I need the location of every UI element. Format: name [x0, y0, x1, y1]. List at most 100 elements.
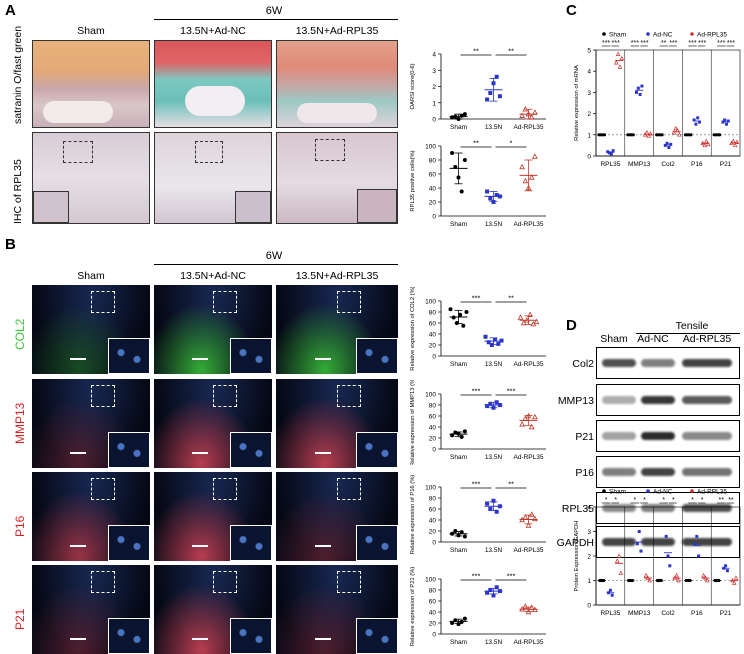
data-point — [642, 132, 648, 137]
data-point — [619, 55, 625, 61]
data-point — [525, 522, 532, 528]
y-tick-label: 20 — [429, 436, 437, 443]
panel-a-6w-label: 6W — [265, 5, 283, 17]
data-point — [494, 509, 499, 514]
data-point — [608, 151, 611, 155]
blot-label: P21 — [575, 431, 594, 443]
data-point — [462, 534, 467, 539]
y-axis-label: Relative expression of P16 (%) — [410, 475, 416, 555]
data-point — [671, 130, 677, 135]
data-point — [456, 431, 461, 436]
blot-band — [602, 432, 636, 440]
blot-band — [641, 432, 675, 440]
y-axis-label: OARSI score(0-6) — [410, 63, 416, 109]
y-tick-label: 0 — [432, 447, 436, 454]
fluorescence-tile — [154, 379, 272, 468]
zoom-region-outline — [337, 385, 361, 407]
blot-band — [602, 504, 636, 512]
y-tick-label: 80 — [429, 496, 437, 503]
data-point — [525, 110, 532, 117]
panel-b-col-sham: Sham — [77, 270, 105, 282]
data-point — [456, 117, 461, 121]
panel-label-d: D — [566, 317, 577, 334]
x-tick-label: Sham — [450, 639, 467, 646]
y-tick-label: 20 — [429, 621, 437, 628]
data-point — [532, 153, 538, 159]
data-point — [635, 90, 638, 94]
data-point — [704, 577, 710, 583]
data-point — [647, 577, 652, 583]
zoom-region-outline — [337, 571, 361, 593]
scale-bar — [191, 452, 208, 454]
data-point — [488, 401, 493, 406]
zoom-region-outline — [91, 478, 115, 500]
ihc-tile-sham — [32, 132, 150, 224]
data-point — [659, 578, 663, 583]
data-point — [700, 140, 706, 146]
data-point — [519, 163, 525, 170]
significance-label: *** — [472, 387, 481, 396]
data-point — [618, 570, 624, 575]
data-point — [672, 575, 678, 580]
zoom-inset — [356, 618, 398, 654]
data-point — [462, 616, 467, 621]
data-point — [532, 515, 538, 522]
significance-label: *** — [612, 40, 620, 47]
blot-band — [602, 468, 636, 476]
data-point — [494, 400, 499, 405]
data-point — [608, 588, 612, 592]
significance-label: ** — [508, 47, 514, 56]
data-point — [524, 316, 530, 323]
scale-bar — [315, 545, 332, 547]
data-point — [486, 340, 491, 345]
x-tick-label: Ad-RPL35 — [514, 361, 544, 368]
data-point — [616, 553, 622, 558]
zoom-inset — [108, 525, 150, 561]
data-point — [643, 572, 649, 578]
significance-label: *** — [472, 294, 481, 303]
chart-mmp13-expression: 0 20 40 60 80 100 Relative expression of MMP13… — [410, 380, 546, 465]
zoom-inset — [108, 618, 150, 654]
y-tick-label: 4 — [432, 52, 436, 59]
significance-label: ** — [508, 480, 514, 489]
data-point — [698, 120, 701, 124]
significance-label: *** — [472, 572, 481, 581]
data-point — [494, 193, 499, 197]
data-point — [725, 569, 729, 573]
data-point — [733, 575, 739, 580]
data-point — [717, 578, 721, 583]
scale-bar — [191, 638, 208, 640]
panel-a-col-adrpl35: 13.5N+Ad-RPL35 — [295, 25, 379, 37]
data-point — [522, 105, 529, 112]
significance-label: * — [662, 497, 665, 504]
scale-bar — [69, 545, 86, 547]
data-point — [532, 413, 538, 420]
y-tick-label: 0 — [432, 354, 436, 361]
fluorescence-tile — [276, 472, 398, 561]
blot-band — [682, 538, 732, 546]
data-point — [606, 150, 610, 154]
data-point — [666, 554, 670, 558]
significance-label: *** — [727, 40, 735, 47]
zoom-inset — [108, 338, 150, 374]
fluorescence-tile — [32, 565, 150, 654]
significance-label: ** — [728, 497, 734, 504]
fluorescence-tile — [154, 565, 272, 654]
data-point — [485, 501, 490, 506]
significance-label: ** — [473, 47, 479, 56]
y-tick-label: 20 — [429, 343, 437, 350]
blot-band — [602, 538, 636, 546]
data-point — [456, 533, 461, 538]
data-point — [522, 415, 529, 421]
zoom-region-outline — [213, 291, 237, 313]
blot-label: MMP13 — [557, 395, 594, 407]
data-point — [701, 572, 706, 578]
data-point — [453, 618, 458, 623]
y-tick-label: 1 — [587, 132, 591, 139]
y-axis-label: Relative expression of mRNA — [574, 65, 580, 141]
significance-label: * — [701, 497, 704, 504]
x-tick-label: Ad-RPL35 — [514, 547, 544, 554]
data-point — [688, 578, 692, 583]
legend-marker — [690, 489, 694, 493]
legend-entry: Sham — [609, 32, 626, 39]
